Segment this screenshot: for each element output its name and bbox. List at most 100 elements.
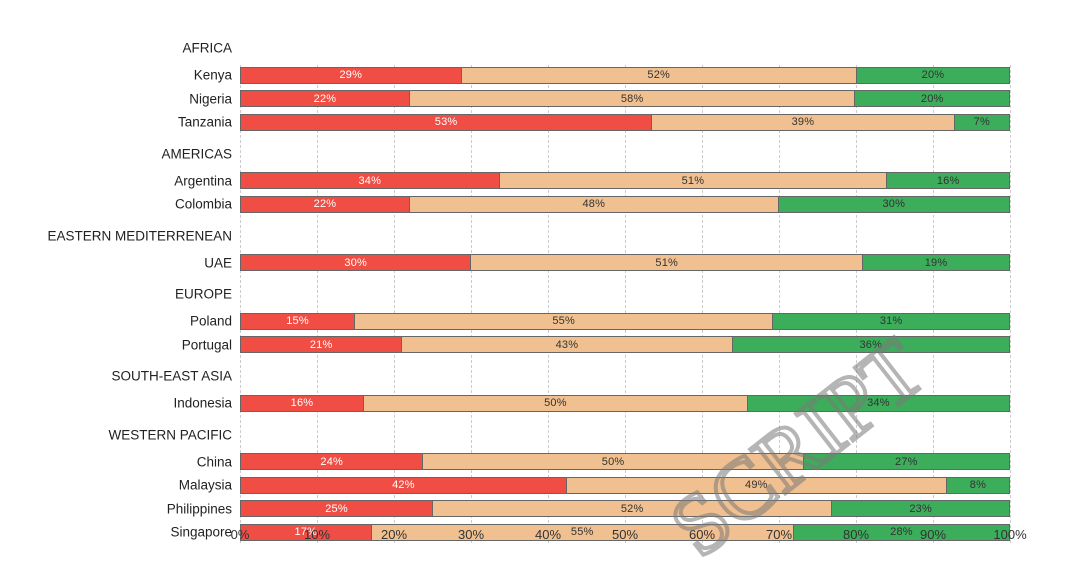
segment-value: 22%: [314, 198, 337, 210]
group-label: EUROPE: [0, 287, 232, 302]
segment-value: 48%: [582, 198, 605, 210]
bar-segment: 22%: [241, 197, 410, 212]
bar-segment: 27%: [804, 454, 1009, 469]
group-label: EASTERN MEDITERRENEAN: [0, 228, 232, 243]
bar-segment: 23%: [832, 501, 1009, 516]
bar-segment: 52%: [462, 68, 857, 83]
segment-value: 20%: [921, 93, 944, 105]
segment-value: 50%: [544, 397, 567, 409]
bar-segment: 34%: [241, 173, 500, 188]
bar-segment: 22%: [241, 91, 410, 106]
segment-value: 23%: [909, 503, 932, 515]
segment-value: 21%: [310, 339, 333, 351]
bar-segment: 16%: [887, 173, 1009, 188]
gridline: [1010, 65, 1011, 543]
segment-value: 24%: [320, 456, 343, 468]
gridline: [702, 65, 703, 543]
bar-segment: 16%: [241, 396, 364, 411]
x-axis-tick: 40%: [528, 527, 568, 542]
bar-segment: 55%: [355, 314, 773, 329]
group-label: AMERICAS: [0, 146, 232, 161]
segment-value: 34%: [358, 175, 381, 187]
stacked-bar: 24% 50% 27%: [240, 453, 1010, 470]
segment-value: 27%: [895, 456, 918, 468]
segment-value: 39%: [792, 116, 815, 128]
segment-value: 43%: [556, 339, 579, 351]
bar-segment: 58%: [410, 91, 855, 106]
segment-value: 50%: [602, 456, 625, 468]
stacked-bar: 53% 39% 7%: [240, 114, 1010, 131]
bar-segment: 36%: [733, 337, 1009, 352]
x-axis-tick: 60%: [682, 527, 722, 542]
x-axis-tick: 10%: [297, 527, 337, 542]
segment-value: 42%: [392, 479, 415, 491]
segment-value: 16%: [937, 175, 960, 187]
bar-segment: 7%: [955, 115, 1009, 130]
segment-value: 53%: [435, 116, 458, 128]
gridline: [625, 65, 626, 543]
segment-value: 49%: [745, 479, 768, 491]
x-axis-tick: 90%: [913, 527, 953, 542]
x-axis-tick: 30%: [451, 527, 491, 542]
x-axis-tick: 80%: [836, 527, 876, 542]
stacked-bar: 22% 48% 30%: [240, 196, 1010, 213]
bar-segment: 25%: [241, 501, 433, 516]
bar-segment: 42%: [241, 478, 567, 493]
gridline: [317, 65, 318, 543]
x-axis-tick: 0%: [220, 527, 260, 542]
gridline: [471, 65, 472, 543]
gridline: [933, 65, 934, 543]
bar-segment: 51%: [471, 255, 863, 270]
row-label: Argentina: [0, 173, 232, 188]
bar-segment: 53%: [241, 115, 652, 130]
bar-segment: 34%: [748, 396, 1009, 411]
stacked-bar: 30%51%19%: [240, 254, 1010, 271]
segment-value: 15%: [286, 315, 309, 327]
row-label: Portugal: [0, 337, 232, 352]
segment-value: 51%: [655, 257, 678, 269]
bar-segment: 21%: [241, 337, 402, 352]
gridline: [240, 65, 241, 543]
gridline: [548, 65, 549, 543]
row-label: Philippines: [0, 501, 232, 516]
stacked-bar: 25% 52% 23%: [240, 500, 1010, 517]
bar-segment: 24%: [241, 454, 423, 469]
bar-segment: 48%: [410, 197, 779, 212]
row-label: Nigeria: [0, 91, 232, 106]
bar-segment: 31%: [773, 314, 1009, 329]
segment-value: 20%: [922, 69, 945, 81]
gridline: [779, 65, 780, 543]
group-label: SOUTH-EAST ASIA: [0, 369, 232, 384]
bar-segment: 15%: [241, 314, 355, 329]
x-axis-tick: 50%: [605, 527, 645, 542]
row-label: Colombia: [0, 197, 232, 212]
bar-segment: 51%: [500, 173, 888, 188]
bar-segment: 52%: [433, 501, 832, 516]
row-label: Singapore: [0, 525, 232, 540]
row-label: Tanzania: [0, 115, 232, 130]
segment-value: 52%: [647, 69, 670, 81]
stacked-bar: 42% 49% 8%: [240, 477, 1010, 494]
segment-value: 8%: [970, 479, 986, 491]
bar-segment: 30%: [779, 197, 1009, 212]
bar-segment: 20%: [855, 91, 1009, 106]
row-label: Indonesia: [0, 396, 232, 411]
group-label: AFRICA: [0, 41, 232, 56]
segment-value: 36%: [859, 339, 882, 351]
segment-value: 55%: [552, 315, 575, 327]
stacked-bar: 34% 51% 16%: [240, 172, 1010, 189]
segment-value: 34%: [867, 397, 890, 409]
group-label: WESTERN PACIFIC: [0, 427, 232, 442]
stacked-bar: 16% 50% 34%: [240, 395, 1010, 412]
bar-segment: 43%: [402, 337, 732, 352]
segment-value: 29%: [339, 69, 362, 81]
x-axis: 0%10%20%30%40%50%60%70%80%90%100%: [240, 527, 1010, 549]
segment-value: 52%: [621, 503, 644, 515]
segment-value: 25%: [325, 503, 348, 515]
stacked-bar-chart: AFRICAKenyaNigeriaTanzaniaAMERICASArgent…: [0, 0, 1080, 579]
gridline: [856, 65, 857, 543]
segment-value: 22%: [314, 93, 337, 105]
y-axis-labels: AFRICAKenyaNigeriaTanzaniaAMERICASArgent…: [0, 0, 240, 579]
bar-segment: 19%: [863, 255, 1009, 270]
row-label: China: [0, 454, 232, 469]
